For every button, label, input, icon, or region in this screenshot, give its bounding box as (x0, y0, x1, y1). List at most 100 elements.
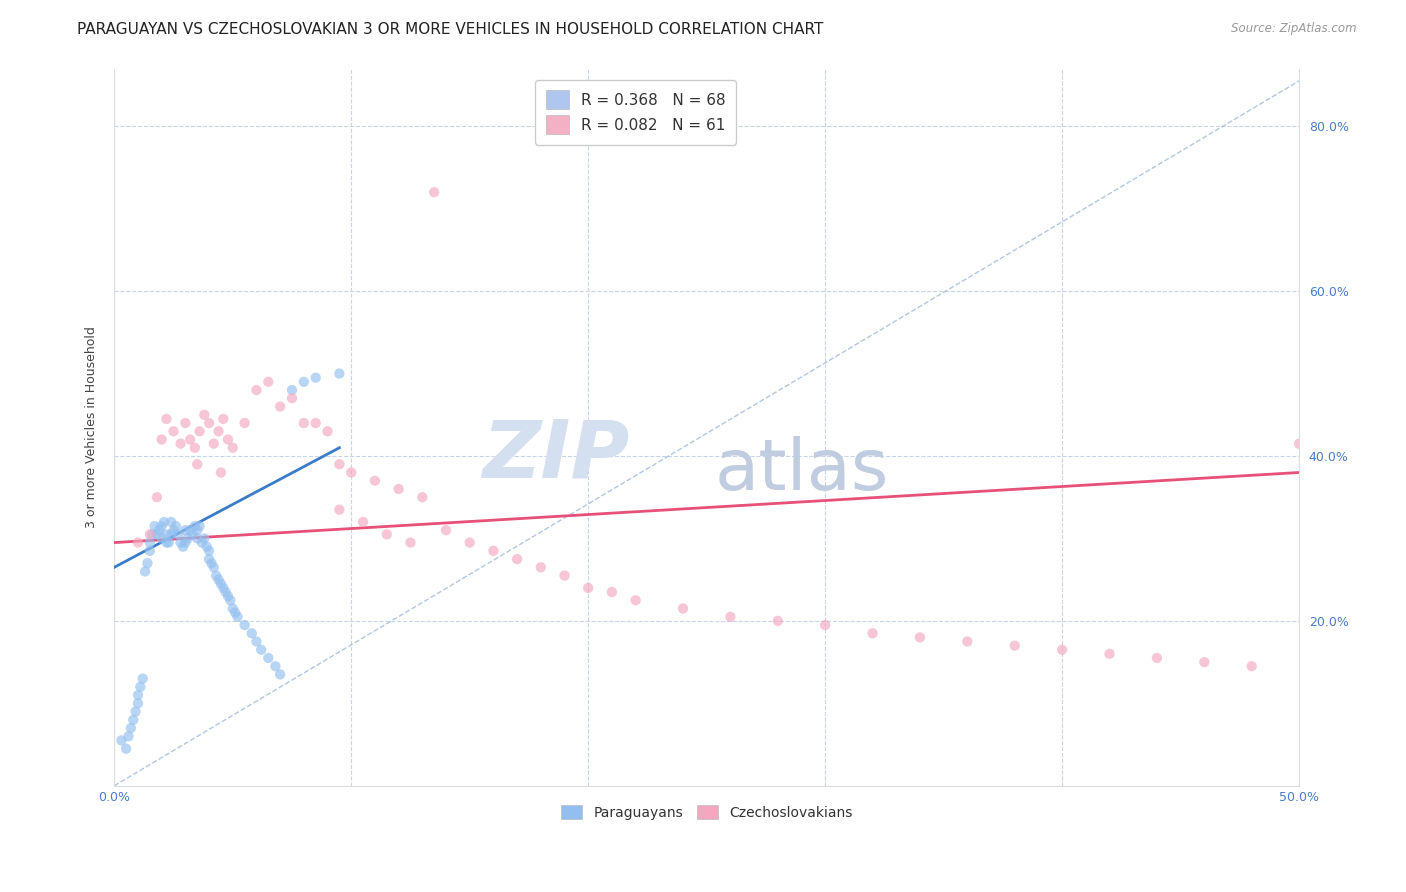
Point (181, 527, 204, 541)
Point (316, 424, 339, 438)
Text: PARAGUAYAN VS CZECHOSLOVAKIAN 3 OR MORE VEHICLES IN HOUSEHOLD CORRELATION CHART: PARAGUAYAN VS CZECHOSLOVAKIAN 3 OR MORE … (77, 22, 824, 37)
Point (127, 688, 149, 702)
Point (198, 416, 221, 430)
Point (174, 535, 197, 549)
Point (153, 515, 176, 529)
Point (576, 581, 599, 595)
Point (672, 601, 695, 615)
Point (364, 474, 387, 488)
Point (134, 565, 156, 579)
Point (191, 535, 214, 549)
Point (162, 424, 184, 438)
Point (1098, 647, 1121, 661)
Point (165, 519, 187, 533)
Point (162, 523, 184, 537)
Point (766, 614, 789, 628)
Point (127, 535, 149, 549)
Point (399, 535, 422, 549)
Point (423, 185, 446, 199)
Point (184, 441, 207, 455)
Y-axis label: 3 or more Vehicles in Household: 3 or more Vehicles in Household (86, 326, 98, 528)
Point (233, 416, 256, 430)
Point (157, 535, 180, 549)
Point (202, 436, 225, 450)
Point (224, 606, 246, 620)
Point (956, 634, 979, 648)
Point (600, 585, 623, 599)
Point (186, 457, 208, 471)
Text: Source: ZipAtlas.com: Source: ZipAtlas.com (1232, 22, 1357, 36)
Point (219, 593, 242, 607)
Point (177, 532, 200, 546)
Point (146, 490, 169, 504)
Text: ZIP: ZIP (482, 417, 630, 495)
Point (150, 433, 173, 447)
Point (292, 375, 315, 389)
Point (179, 523, 201, 537)
Point (169, 535, 191, 549)
Point (292, 416, 315, 430)
Point (375, 527, 398, 541)
Point (281, 392, 304, 406)
Point (1288, 436, 1310, 450)
Point (131, 672, 153, 686)
Point (124, 705, 146, 719)
Point (257, 651, 280, 665)
Point (718, 609, 741, 624)
Point (150, 519, 173, 533)
Point (530, 560, 553, 574)
Point (217, 433, 239, 447)
Point (257, 375, 280, 389)
Point (862, 626, 884, 640)
Point (174, 523, 197, 537)
Point (388, 482, 411, 496)
Point (120, 721, 142, 735)
Point (212, 412, 235, 426)
Point (1004, 639, 1026, 653)
Point (624, 593, 647, 607)
Point (217, 589, 239, 603)
Point (411, 490, 433, 504)
Point (169, 436, 191, 450)
Point (434, 523, 457, 537)
Point (188, 519, 211, 533)
Point (212, 581, 235, 595)
Point (160, 515, 183, 529)
Point (205, 568, 228, 582)
Text: atlas: atlas (714, 435, 889, 505)
Point (188, 424, 211, 438)
Point (1050, 642, 1073, 657)
Point (352, 515, 374, 529)
Point (195, 540, 218, 554)
Point (184, 519, 207, 533)
Point (127, 696, 149, 710)
Point (233, 618, 256, 632)
Point (908, 631, 931, 645)
Point (155, 412, 177, 426)
Point (814, 618, 837, 632)
Point (264, 659, 287, 673)
Point (139, 527, 162, 541)
Point (193, 532, 215, 546)
Point (174, 416, 197, 430)
Point (222, 601, 245, 615)
Point (269, 667, 291, 681)
Point (193, 408, 215, 422)
Point (207, 573, 229, 587)
Point (198, 552, 221, 566)
Legend: Paraguayans, Czechoslovakians: Paraguayans, Czechoslovakians (555, 799, 858, 825)
Point (209, 466, 232, 480)
Point (110, 733, 132, 747)
Point (117, 729, 139, 743)
Point (202, 560, 225, 574)
Point (198, 544, 221, 558)
Point (1194, 655, 1216, 669)
Point (200, 556, 222, 570)
Point (143, 519, 166, 533)
Point (167, 527, 190, 541)
Point (172, 540, 194, 554)
Point (214, 585, 236, 599)
Point (305, 416, 328, 430)
Point (179, 433, 201, 447)
Point (148, 523, 170, 537)
